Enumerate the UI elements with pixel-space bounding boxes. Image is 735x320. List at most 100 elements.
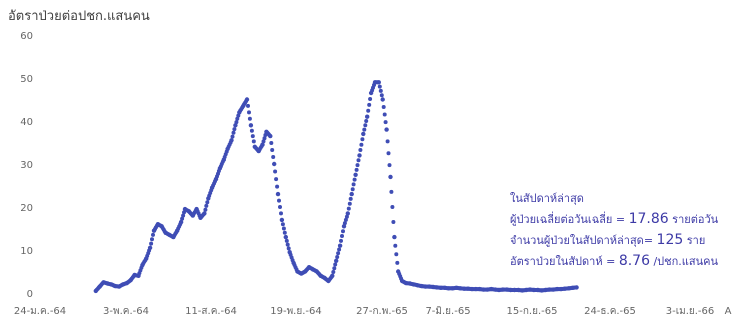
data-point-interp [387,163,392,168]
data-point-interp [336,251,341,256]
data-point-interp [204,203,209,208]
data-point-interp [395,260,400,265]
data-point-interp [337,247,342,252]
x-tick-label: 15-ก.ย.-65 [507,306,558,317]
data-point [279,217,285,223]
x-tick-label: 3-พ.ค.-64 [103,306,149,317]
data-point-interp [381,105,386,109]
data-point-interp [274,177,279,182]
data-point-interp [393,243,398,248]
data-point-interp [366,108,371,113]
data-point [357,153,362,158]
data-point-interp [379,93,384,98]
data-point [337,243,343,248]
x-tick-label: 7-มิ.ย.-65 [425,306,470,317]
data-point-interp [269,141,274,145]
data-point [272,161,277,167]
data-point [202,211,207,216]
data-point [341,224,347,229]
data-point-interp [262,136,267,141]
data-point [334,258,339,263]
data-point [147,245,153,250]
data-point [244,97,250,102]
data-point-interp [360,137,365,142]
data-point-interp [352,177,357,182]
data-point-interp [273,169,278,174]
data-point-interp [149,241,154,246]
data-point-interp [284,238,289,243]
weekly-cases-label: จำนวนผู้ป่วยในสัปดาห์ล่าสุด= [510,234,657,247]
weekly-rate-value: 8.76 [618,253,650,269]
data-point-interp [332,266,337,271]
data-point-interp [386,151,391,156]
summary-line-weekly-cases: จำนวนผู้ป่วยในสัปดาห์ล่าสุด= 125 ราย [510,230,718,251]
data-point-interp [180,216,185,221]
data-point-interp [359,142,364,147]
x-tick-label: 19-พ.ย.-64 [270,306,321,317]
data-point-interp [339,238,343,243]
data-point [233,123,238,128]
data-point-interp [278,205,282,209]
x-axis: 24-ม.ค.-64 3-พ.ค.-64 11-ส.ค.-64 19-พ.ย.-64 2… [14,306,732,317]
data-point [260,142,265,147]
y-axis: 0 10 20 30 40 50 60 [20,31,33,300]
data-point [268,133,273,139]
data-point-interp [281,226,286,231]
data-point-interp [275,184,280,189]
data-point-interp [234,120,239,125]
data-point-interp [279,211,283,216]
data-point [392,234,397,240]
data-point-interp [351,182,356,187]
data-series [93,80,579,294]
data-point-interp [246,103,250,108]
data-point-interp [280,222,285,227]
data-point-interp [343,217,348,222]
data-point-interp [362,127,367,132]
y-tick-label: 30 [20,160,33,171]
data-point-interp [355,163,360,168]
data-point-interp [249,128,254,133]
data-point-interp [342,221,347,226]
data-point-interp [270,148,275,152]
data-point-interp [363,123,368,128]
x-tick-label: 24-ม.ค.-64 [14,306,66,317]
data-point-interp [151,232,155,237]
data-point [178,219,184,225]
data-point-interp [367,102,372,107]
data-point-interp [247,110,251,115]
data-point [361,131,366,137]
data-point-interp [350,187,355,192]
data-point-interp [364,119,369,123]
data-point-interp [346,206,351,211]
data-point-interp [331,270,336,274]
x-tick-label: 27-ก.พ.-65 [356,306,408,317]
data-point-interp [335,255,340,259]
data-point [384,127,389,132]
data-point-interp [150,237,154,242]
weekly-cases-unit: ราย [683,234,706,247]
data-point-interp [383,120,388,125]
data-point-interp [235,116,240,121]
data-point [275,191,281,197]
data-point-interp [333,262,338,267]
data-point-interp [247,116,252,121]
data-point-interp [230,134,235,139]
data-point [353,172,358,177]
x-tick-label: 24-ธ.ค.-65 [584,306,636,317]
latest-week-summary: ในสัปดาห์ล่าสุด ผู้ป่วยเฉลี่ยต่อวันเฉลี่… [510,189,718,272]
x-tick-label: 11-ส.ค.-64 [185,306,237,317]
data-point [345,211,350,216]
data-point-interp [391,220,396,224]
data-point-interp [382,112,387,117]
avg-daily-value: 17.86 [628,211,669,227]
data-point-interp [181,213,186,218]
data-point-interp [354,167,359,172]
y-tick-label: 20 [20,203,33,214]
data-point [349,191,354,197]
data-point-interp [285,242,290,247]
data-point [229,138,234,143]
data-point-interp [277,198,281,203]
x-tick-label: A [725,306,732,317]
x-tick-label: 3-เม.ย.-66 [666,306,715,317]
